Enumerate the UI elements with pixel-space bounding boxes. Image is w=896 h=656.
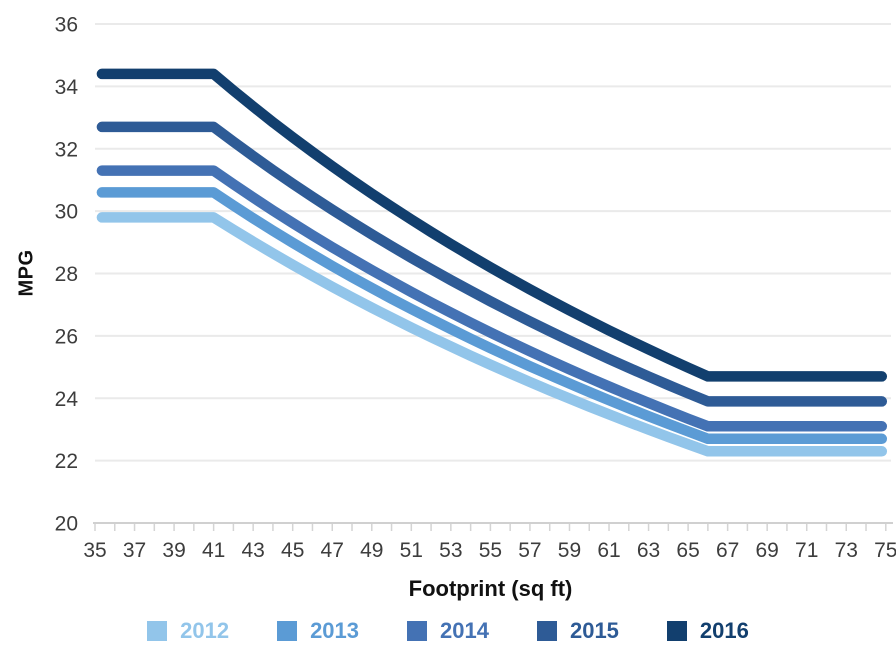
x-tick-label: 47 <box>321 539 344 562</box>
x-tick-label: 43 <box>241 539 264 562</box>
x-tick-label: 39 <box>162 539 185 562</box>
legend-label-2015: 2015 <box>569 618 619 643</box>
legend: 2012 2013 2014 2015 2016 <box>0 618 896 644</box>
legend-swatch-2015 <box>536 621 557 641</box>
x-tick-label: 55 <box>479 539 502 562</box>
x-tick-label: 67 <box>716 539 739 562</box>
x-tick-label: 45 <box>281 539 304 562</box>
legend-swatch-2013 <box>277 621 298 641</box>
x-tick-label: 35 <box>83 539 106 562</box>
x-tick-label: 75 <box>874 539 896 562</box>
y-tick-label: 28 <box>55 263 78 286</box>
legend-swatch-2014 <box>407 621 428 641</box>
x-tick-label: 53 <box>439 539 462 562</box>
legend-label-2013: 2013 <box>310 618 360 643</box>
y-tick-label: 36 <box>55 14 78 37</box>
y-tick-label: 34 <box>55 76 79 99</box>
plot-area: 20 22 24 26 28 30 32 34 36 35 37 39 41 43 45 47 49 51 53 55… <box>55 14 896 563</box>
x-tick-label: 73 <box>835 539 858 562</box>
legend-label-2014: 2014 <box>440 618 489 643</box>
line-2015 <box>96 121 888 407</box>
x-tick-label: 57 <box>518 539 541 562</box>
legend-item-2013: 2013 <box>277 618 359 644</box>
x-tick-label: 51 <box>400 539 423 562</box>
line-2016 <box>96 68 888 382</box>
y-tick-label: 30 <box>55 201 78 224</box>
y-tick-label: 24 <box>55 388 79 411</box>
y-tick-label: 22 <box>55 450 78 473</box>
y-tick-label: 26 <box>55 325 78 348</box>
legend-label-2016: 2016 <box>699 618 749 643</box>
legend-swatch-2012 <box>147 621 168 641</box>
x-axis-title: Footprint (sq ft) <box>408 576 573 601</box>
legend-item-2016: 2016 <box>666 618 749 644</box>
y-tick-label: 32 <box>55 138 78 161</box>
legend-item-2014: 2014 <box>407 618 489 644</box>
x-tick-label: 61 <box>597 539 620 562</box>
x-tick-label: 49 <box>360 539 383 562</box>
x-tick-label: 41 <box>202 539 225 562</box>
x-tick-label: 69 <box>756 539 779 562</box>
legend-label-2012: 2012 <box>180 618 230 643</box>
x-tick-label: 71 <box>795 539 818 562</box>
x-tick-label: 59 <box>558 539 581 562</box>
legend-swatch-2016 <box>666 621 687 641</box>
x-tick-label: 65 <box>676 539 699 562</box>
legend-item-2015: 2015 <box>536 618 619 644</box>
legend-item-2012: 2012 <box>147 618 229 644</box>
x-tick-label: 63 <box>637 539 660 562</box>
y-axis-title: MPG <box>15 249 38 297</box>
line-2014 <box>96 165 888 432</box>
line-2013 <box>96 187 888 445</box>
line-2012 <box>96 212 888 457</box>
y-tick-label: 20 <box>55 513 78 536</box>
x-tick-label: 37 <box>123 539 146 562</box>
